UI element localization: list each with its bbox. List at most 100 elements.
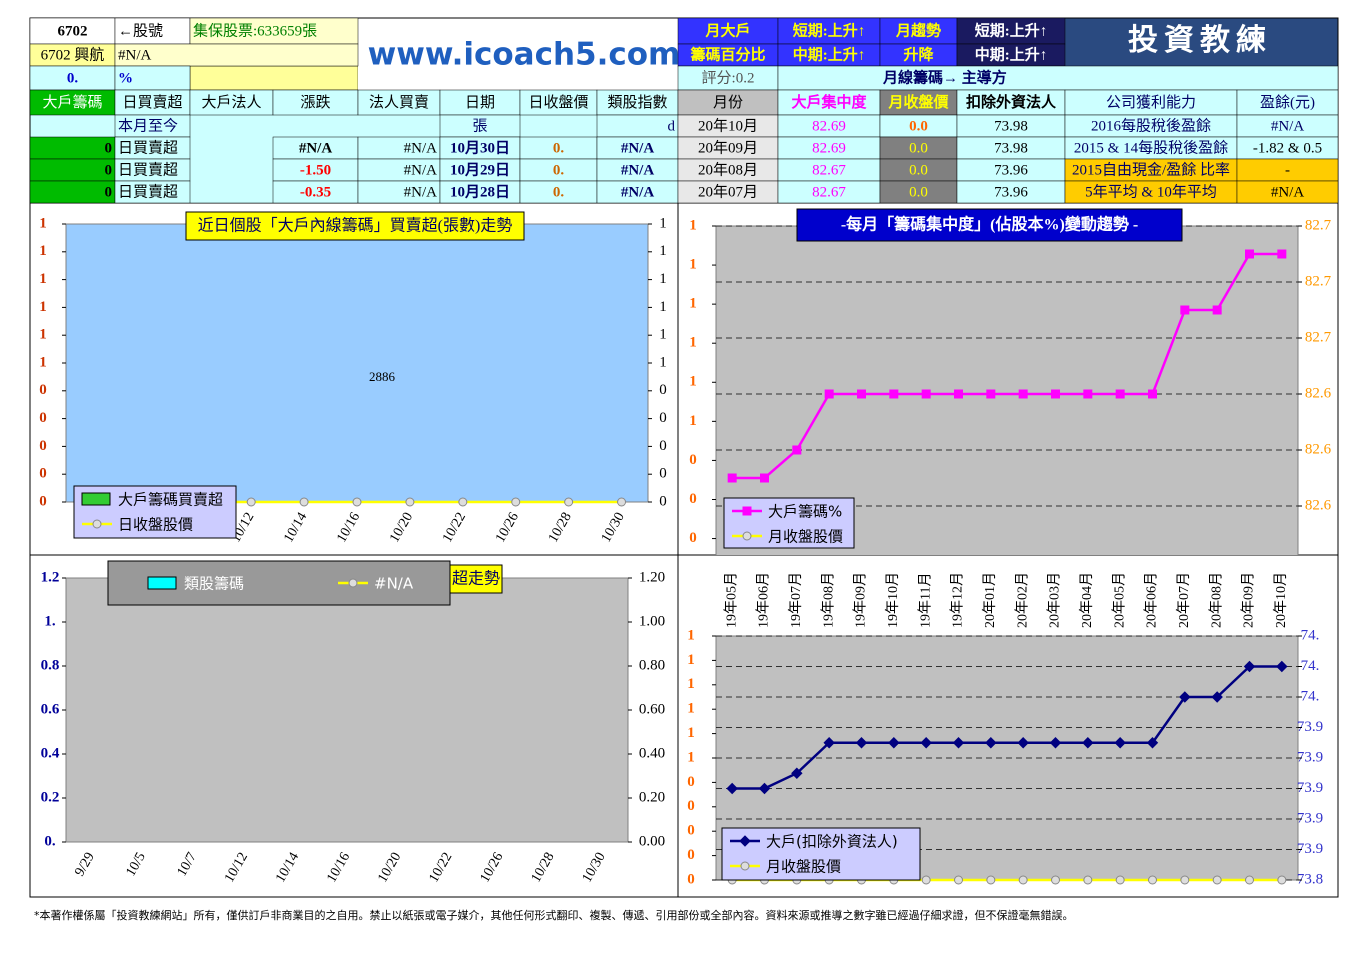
tick-label: 1 (687, 652, 695, 668)
marker (920, 737, 932, 749)
title-box (185, 211, 525, 241)
tick-label: 0.20 (639, 789, 665, 805)
marker (823, 737, 835, 749)
tick-label: 0 (659, 493, 667, 509)
table-text: 2015自由現金/盈餘 比率 (1072, 161, 1230, 178)
x-tick-label: 19年11月 (917, 573, 933, 628)
table-cell (189, 89, 274, 116)
tick-label: 1.2 (41, 569, 60, 585)
marker (985, 737, 997, 749)
tick-label: 0 (689, 530, 697, 546)
tick-label: 1 (39, 243, 47, 259)
marker (1146, 737, 1159, 749)
tick-label: 1 (689, 257, 697, 273)
table-cell (677, 89, 779, 116)
x-tick-label: 20年10月 (1273, 572, 1289, 628)
table-cell (189, 17, 359, 45)
x-tick-label: 19年09月 (853, 572, 869, 628)
tick-label: 0 (659, 382, 667, 398)
marker (727, 473, 737, 483)
marker (742, 531, 752, 541)
marker (855, 737, 868, 749)
table-text: 73.98 (994, 140, 1028, 156)
marker (92, 519, 102, 529)
legend-label: 日收盤股價 (118, 516, 193, 534)
tick-label: 1 (689, 374, 697, 390)
plot-area (65, 223, 649, 503)
tick-label: 82.6 (1305, 385, 1332, 401)
table-text: 公司獲利能力 (1106, 94, 1196, 111)
marker (1114, 737, 1126, 749)
table-text: 0.0 (909, 118, 928, 134)
marker (299, 497, 309, 507)
table-text: 5年平均 & 10年平均 (1085, 183, 1217, 200)
table-text: -1.82 & 0.5 (1253, 140, 1322, 156)
marker (889, 389, 899, 399)
tick-label: 1 (687, 725, 695, 741)
table-text: 0.0 (909, 140, 928, 156)
marker (986, 389, 996, 399)
marker (888, 737, 900, 749)
table-text: 日收盤價 (528, 94, 588, 111)
marker (739, 835, 751, 847)
table-text: 籌碼百分比 (690, 45, 765, 63)
tick-label: 1. (44, 613, 56, 629)
marker (348, 578, 358, 588)
tick-label: 0 (687, 774, 695, 790)
table-text: 日買賣超 (118, 161, 178, 178)
tick-label: 73.9 (1297, 780, 1323, 796)
marker (742, 506, 752, 516)
tick-label: 73.9 (1297, 719, 1323, 735)
table-text: 日買賣超 (122, 94, 182, 111)
marker (511, 497, 521, 507)
marker (1180, 875, 1190, 885)
legend-swatch (147, 576, 177, 590)
marker (1051, 875, 1060, 885)
table-text: 盈餘(元) (1260, 94, 1315, 111)
marker (1115, 875, 1125, 885)
marker (458, 497, 468, 507)
x-tick-label: 20年09月 (1241, 572, 1257, 628)
tick-label: 1 (39, 215, 47, 231)
table-cell (29, 158, 116, 182)
marker (791, 767, 803, 779)
table-text: 中期:上升↑ (975, 45, 1048, 63)
tick-label: 1 (659, 354, 667, 370)
tick-label: 82.7 (1305, 273, 1332, 289)
marker (1115, 389, 1125, 399)
table-text: 73.96 (994, 184, 1028, 200)
tick-label: 0 (689, 491, 697, 507)
x-tick-label: 19年07月 (788, 572, 804, 628)
x-tick-label: 20年07月 (1176, 572, 1192, 628)
x-tick-label: 20年03月 (1047, 572, 1063, 628)
table-text: d (668, 118, 676, 134)
marker (760, 473, 769, 483)
legend-label: 類股籌碼 (184, 575, 244, 593)
tick-label: 82.7 (1305, 329, 1332, 345)
tick-label: 1 (39, 354, 47, 370)
table-text: 扣除外資法人 (966, 93, 1057, 111)
table-text: #N/A (621, 162, 655, 178)
chart: 1.2 1. 0.8 0.6 0.4 0.2 0. 1.20 1.00 0.80 0.60 0.40 0… (30, 555, 678, 897)
tick-label: 1.00 (639, 613, 665, 629)
table-text: #N/A (621, 140, 655, 156)
table-text: % (118, 70, 133, 86)
marker (405, 497, 415, 507)
table-cell (956, 17, 1066, 45)
table-text: 20年07月 (698, 183, 758, 200)
table-text: 大戶法人 (201, 94, 261, 111)
x-tick-label: 19年12月 (950, 572, 966, 628)
marker (954, 875, 963, 885)
table-text: #N/A (1271, 118, 1305, 134)
tick-label: 73.8 (1297, 871, 1323, 887)
table-cell (777, 65, 1339, 91)
table-text: 6702 (58, 23, 88, 39)
table-text: 短期:上升↑ (793, 21, 866, 39)
tick-label: 73.9 (1297, 810, 1323, 826)
marker (1277, 249, 1287, 259)
marker (564, 497, 574, 507)
tick-label: 0.8 (41, 657, 60, 673)
table-text: 大戶集中度 (791, 93, 867, 111)
marker (758, 782, 771, 795)
tick-label: 82.7 (1305, 217, 1332, 233)
